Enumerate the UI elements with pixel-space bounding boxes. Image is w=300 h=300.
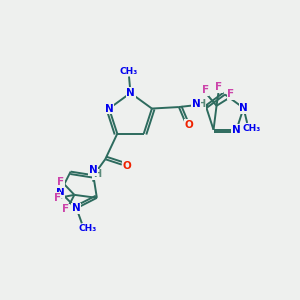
Text: H: H	[93, 169, 101, 179]
Text: N: N	[232, 125, 241, 135]
Text: F: F	[62, 204, 69, 214]
Text: O: O	[122, 161, 131, 171]
Text: N: N	[239, 103, 248, 113]
Text: N: N	[105, 103, 113, 113]
Text: CH₃: CH₃	[242, 124, 261, 133]
Text: F: F	[227, 89, 235, 99]
Text: CH₃: CH₃	[79, 224, 97, 233]
Text: F: F	[202, 85, 209, 95]
Text: F: F	[57, 177, 64, 187]
Text: F: F	[215, 82, 223, 92]
Text: N: N	[56, 187, 64, 197]
Text: N: N	[126, 88, 135, 98]
Text: N: N	[72, 203, 81, 213]
Text: F: F	[54, 193, 61, 203]
Text: H: H	[197, 99, 206, 109]
Text: O: O	[185, 120, 194, 130]
Text: CH₃: CH₃	[120, 67, 138, 76]
Text: N: N	[89, 165, 98, 175]
Text: N: N	[192, 99, 201, 109]
